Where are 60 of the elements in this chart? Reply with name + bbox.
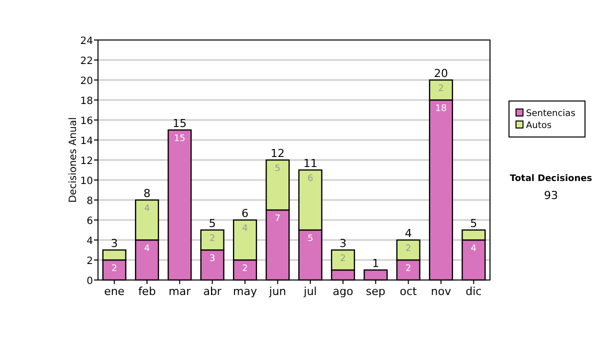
total-label: 8 — [144, 187, 150, 200]
y-tick-label: 10 — [80, 176, 93, 187]
data-label: 4 — [144, 204, 150, 214]
data-label: 2 — [242, 264, 248, 274]
data-label: 7 — [274, 214, 281, 224]
legend-label: Sentencias — [526, 109, 576, 119]
total-label: 3 — [340, 237, 346, 250]
x-tick-label: jun — [268, 285, 286, 298]
y-tick-label: 14 — [80, 136, 93, 147]
x-tick-label: ene — [104, 285, 125, 298]
y-tick-label: 4 — [86, 236, 93, 247]
data-label: 2 — [405, 264, 412, 274]
y-tick-label: 2 — [86, 256, 93, 267]
data-label: 2 — [340, 254, 346, 264]
data-label: 15 — [174, 134, 186, 144]
legend-label: Autos — [526, 121, 552, 131]
total-label: 5 — [470, 217, 478, 230]
y-tick-label: 16 — [80, 116, 93, 127]
data-label: 2 — [438, 84, 444, 94]
data-label: 2 — [405, 244, 412, 254]
y-tick-label: 22 — [80, 56, 93, 67]
total-label: 4 — [404, 227, 412, 240]
total-label: 5 — [208, 217, 216, 230]
y-tick-label: 6 — [86, 216, 93, 227]
x-tick-label: dic — [466, 285, 482, 298]
total-label: 3 — [110, 237, 118, 250]
y-tick-label: 20 — [80, 76, 93, 87]
y-tick-label: 0 — [86, 276, 93, 287]
total-label: 11 — [303, 157, 318, 170]
y-tick-label: 24 — [80, 36, 93, 47]
text: 93 — [544, 189, 558, 202]
total-label: 6 — [242, 207, 248, 220]
x-tick-label: abr — [203, 285, 222, 298]
total-label: 15 — [172, 117, 187, 130]
x-tick-label: ago — [332, 285, 354, 298]
data-label: 5 — [274, 164, 281, 174]
x-tick-label: nov — [430, 285, 452, 298]
data-label: 4 — [470, 244, 477, 254]
text: Total Decisiones — [510, 174, 592, 184]
data-label: 4 — [242, 224, 248, 234]
data-label: 6 — [307, 174, 314, 184]
data-label: 2 — [209, 234, 216, 244]
x-tick-label: feb — [138, 285, 156, 298]
x-tick-label: may — [233, 285, 258, 298]
data-label: 4 — [144, 244, 150, 254]
y-axis-title: Decisiones Anual — [68, 117, 79, 203]
data-label: 2 — [111, 264, 118, 274]
x-tick-label: oct — [400, 285, 418, 298]
y-tick-label: 8 — [86, 196, 93, 207]
data-label: 18 — [435, 104, 447, 114]
y-tick-label: 12 — [80, 156, 93, 167]
x-tick-label: jul — [302, 285, 317, 298]
x-tick-label: sep — [366, 285, 386, 298]
total-label: 12 — [270, 147, 285, 160]
total-label: 1 — [372, 257, 380, 270]
data-label: 3 — [209, 254, 216, 264]
x-tick-label: mar — [168, 285, 192, 298]
total-label: 20 — [434, 67, 448, 80]
data-label: 5 — [307, 234, 314, 244]
y-tick-label: 18 — [80, 96, 93, 107]
